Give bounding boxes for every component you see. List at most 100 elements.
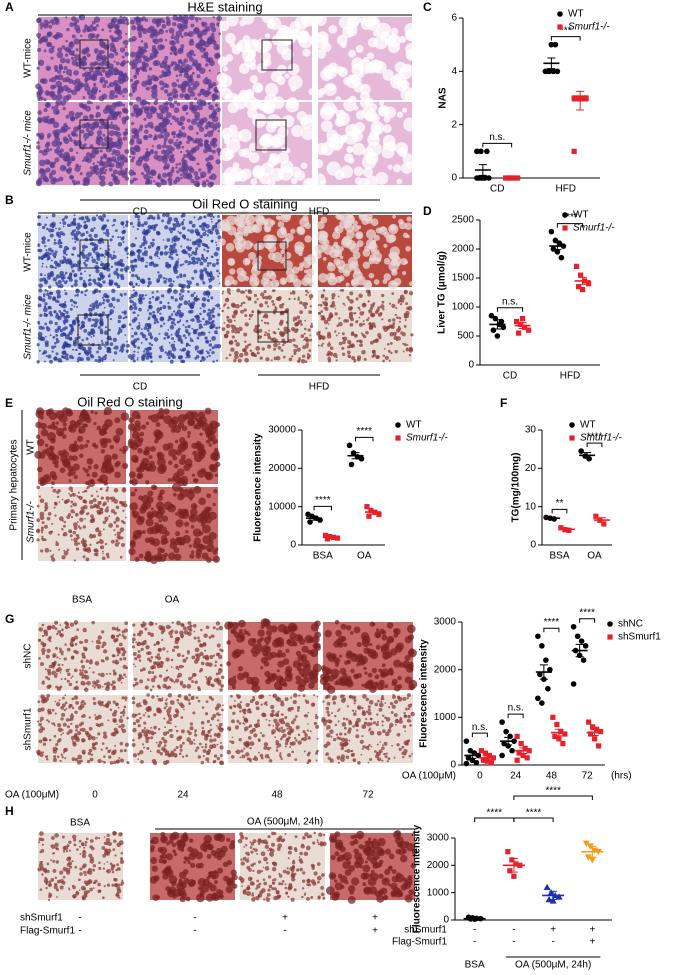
texture — [293, 348, 298, 353]
texture — [320, 179, 327, 186]
texture — [166, 92, 171, 97]
texture — [300, 162, 308, 170]
texture — [184, 66, 190, 73]
texture — [177, 305, 181, 309]
texture — [83, 224, 88, 229]
texture — [47, 625, 52, 630]
texture — [165, 148, 172, 155]
texture — [62, 531, 68, 537]
texture — [272, 96, 285, 110]
texture — [310, 322, 313, 325]
texture — [161, 534, 168, 541]
texture — [209, 271, 213, 274]
texture — [153, 53, 158, 58]
texture — [258, 136, 269, 147]
texture — [56, 296, 59, 299]
texture — [91, 640, 94, 643]
texture — [111, 37, 117, 43]
texture — [189, 239, 192, 242]
texture — [123, 292, 127, 296]
texture — [80, 320, 86, 325]
texture — [163, 136, 168, 141]
texture — [185, 529, 189, 534]
texture — [142, 297, 145, 300]
texture — [397, 325, 401, 329]
texture — [137, 254, 141, 259]
texture — [118, 718, 124, 724]
texture — [143, 246, 147, 250]
texture — [38, 119, 43, 124]
texture — [348, 311, 354, 317]
texture — [119, 749, 123, 753]
texture — [321, 317, 324, 320]
texture — [173, 35, 180, 41]
texture — [263, 321, 267, 325]
texture — [52, 663, 56, 667]
texture — [39, 313, 43, 317]
texture — [72, 638, 76, 642]
texture — [106, 348, 112, 354]
texture — [231, 130, 243, 143]
texture — [82, 177, 89, 184]
texture — [84, 638, 89, 644]
texture — [410, 333, 414, 337]
texture — [72, 463, 80, 471]
texture — [79, 671, 84, 677]
texture — [71, 269, 75, 273]
texture — [66, 725, 70, 729]
texture — [406, 306, 410, 311]
texture — [190, 503, 198, 510]
texture — [398, 218, 404, 225]
texture — [134, 488, 138, 492]
texture — [118, 349, 121, 352]
texture — [180, 245, 183, 248]
texture — [82, 73, 86, 78]
texture — [347, 49, 356, 58]
texture — [54, 157, 60, 163]
texture — [148, 621, 154, 626]
texture — [223, 321, 226, 324]
texture — [212, 307, 216, 311]
texture — [38, 325, 43, 330]
texture — [101, 760, 104, 763]
texture — [77, 525, 81, 528]
texture — [224, 149, 235, 160]
texture — [68, 729, 73, 734]
texture — [44, 223, 47, 227]
texture — [93, 549, 97, 552]
texture — [65, 280, 68, 283]
texture — [99, 438, 106, 445]
texture — [147, 284, 150, 288]
texture — [402, 350, 405, 353]
texture — [150, 337, 153, 340]
texture — [203, 248, 206, 251]
texture — [194, 249, 198, 253]
texture — [54, 345, 57, 348]
texture — [301, 126, 315, 141]
texture — [95, 141, 99, 145]
texture — [139, 297, 143, 301]
texture — [67, 258, 72, 263]
texture — [216, 46, 219, 50]
texture — [77, 345, 82, 349]
texture — [168, 178, 171, 181]
texture — [191, 318, 195, 322]
texture — [119, 47, 126, 53]
texture — [172, 280, 175, 283]
texture — [209, 655, 214, 660]
texture — [391, 303, 396, 308]
texture — [158, 355, 162, 359]
texture — [147, 645, 150, 648]
texture — [71, 356, 75, 360]
texture — [327, 342, 332, 347]
texture — [170, 333, 173, 336]
texture — [44, 288, 47, 292]
texture — [62, 426, 67, 432]
texture — [88, 726, 93, 731]
texture — [72, 503, 75, 506]
texture — [60, 753, 64, 756]
texture — [170, 320, 175, 325]
texture — [383, 273, 392, 281]
texture — [173, 310, 176, 313]
texture — [225, 356, 228, 360]
